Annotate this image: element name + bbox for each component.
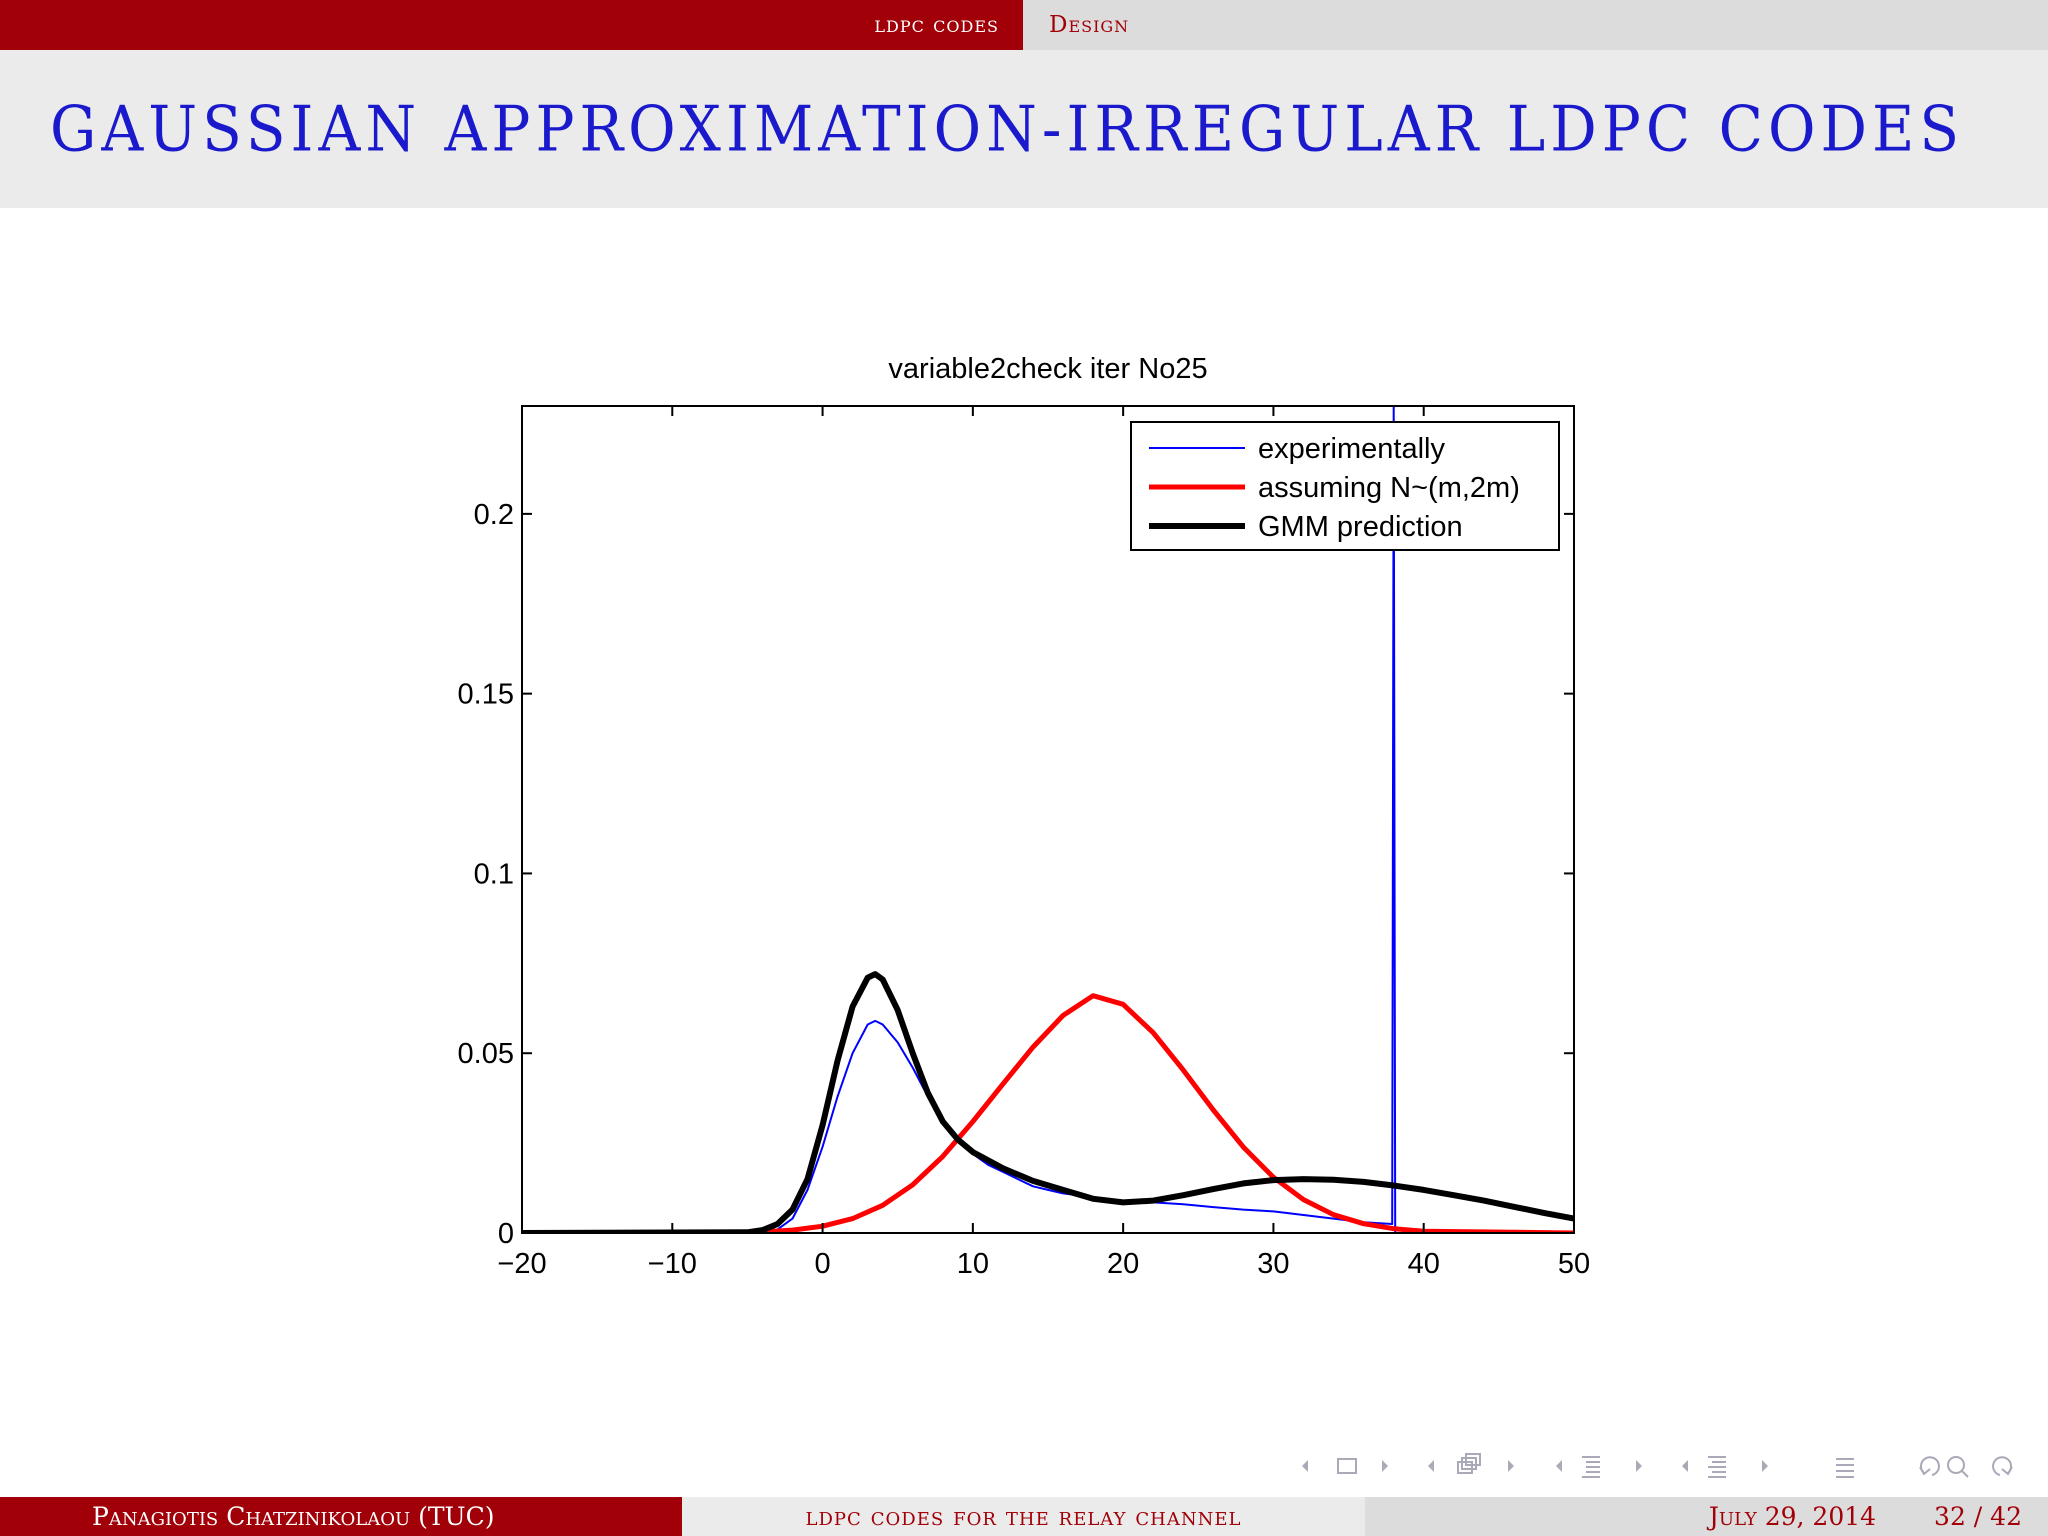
beamer-navigation-symbols <box>1296 1449 2036 1483</box>
frame-icon[interactable] <box>1337 1458 1357 1474</box>
toc-icon[interactable] <box>1836 1458 1854 1478</box>
subsection-icon[interactable] <box>1457 1453 1481 1474</box>
section-prev-icon[interactable] <box>1556 1460 1562 1472</box>
x-tick-label: −20 <box>497 1248 546 1280</box>
x-tick-label: 20 <box>1107 1248 1139 1280</box>
x-tick-label: 40 <box>1408 1248 1440 1280</box>
slide-title: Gaussian approximation-irregular LDPC co… <box>50 92 1965 166</box>
footer-bar: Panagiotis Chatzinikolaou (TUC) ldpc cod… <box>0 1497 2048 1536</box>
subsection-prev-icon[interactable] <box>1428 1460 1434 1472</box>
document-icon[interactable] <box>1708 1456 1726 1478</box>
series-line-1 <box>769 406 1397 1233</box>
header-section-area: ldpc codes <box>0 0 1023 50</box>
frame-prev-icon[interactable] <box>1302 1460 1308 1472</box>
chart-container: variable2check iter No25 −20 −10 0 10 20 30 40 5… <box>420 340 1660 1300</box>
search-icon[interactable] <box>1947 1456 1969 1478</box>
plot-area-frame <box>521 405 1575 1234</box>
y-tick-label: 0.2 <box>474 499 514 531</box>
frame-title-bar: Gaussian approximation-irregular LDPC co… <box>0 50 2048 208</box>
header-subsection-link[interactable]: Design <box>1049 12 1130 38</box>
y-tick-label: 0 <box>498 1218 514 1250</box>
subsection-next-icon[interactable] <box>1508 1460 1514 1472</box>
legend-label-3: GMM prediction <box>1258 511 1463 543</box>
legend-label-2: assuming N~(m,2m) <box>1258 472 1520 504</box>
section-next-icon[interactable] <box>1636 1460 1642 1472</box>
header-subsection-area: Design <box>1023 0 2048 50</box>
legend-label-1: experimentally <box>1258 433 1445 465</box>
document-prev-icon[interactable] <box>1682 1460 1688 1472</box>
y-tick-label: 0.05 <box>458 1038 514 1070</box>
undo-icon[interactable] <box>1919 1456 1940 1476</box>
density-chart: variable2check iter No25 −20 −10 0 10 20 30 40 5… <box>458 353 1591 1280</box>
header-navbar: ldpc codes Design <box>0 0 2048 50</box>
footer-date: July 29, 2014 <box>1708 1502 1877 1531</box>
series-line-3 <box>522 971 1574 1233</box>
section-icon[interactable] <box>1582 1456 1600 1478</box>
x-tick-label: 30 <box>1257 1248 1289 1280</box>
x-tick-label: 50 <box>1558 1248 1590 1280</box>
footer-date-page: July 29, 2014 32 / 42 <box>1365 1497 2048 1536</box>
y-tick-label: 0.1 <box>474 858 514 890</box>
x-tick-label: −10 <box>648 1248 697 1280</box>
footer-page-number: 32 / 42 <box>1934 1502 2022 1531</box>
footer-talk-title: ldpc codes for the relay channel <box>682 1497 1365 1536</box>
footer-author: Panagiotis Chatzinikolaou (TUC) <box>0 1497 682 1536</box>
x-tick-label: 0 <box>815 1248 831 1280</box>
x-tick-label: 10 <box>957 1248 989 1280</box>
document-next-icon[interactable] <box>1762 1460 1768 1472</box>
frame-next-icon[interactable] <box>1382 1460 1388 1472</box>
redo-icon[interactable] <box>1992 1456 2013 1476</box>
y-tick-label: 0.15 <box>458 679 514 711</box>
header-section-link[interactable]: ldpc codes <box>874 12 999 38</box>
chart-title: variable2check iter No25 <box>888 353 1207 385</box>
series-line-2 <box>522 993 1574 1233</box>
